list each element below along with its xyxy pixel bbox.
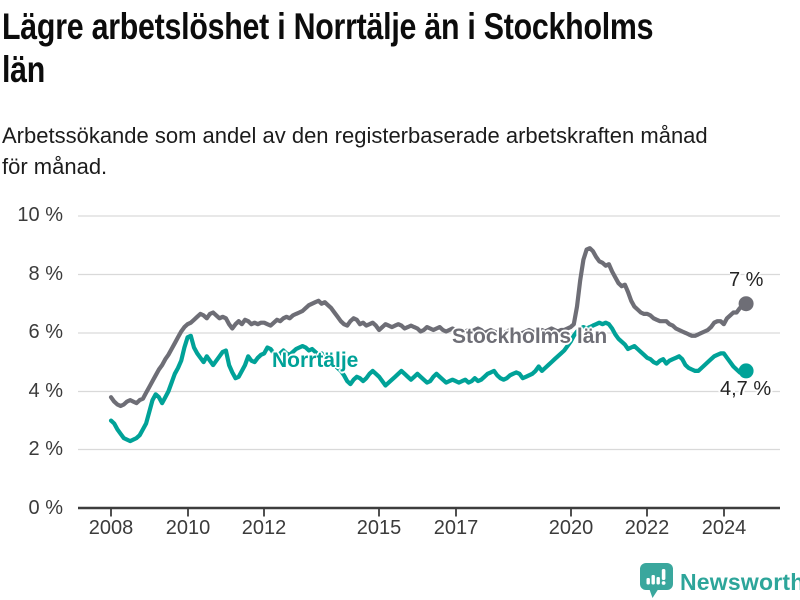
x-axis-label-2017: 2017: [433, 517, 479, 539]
gridlines: [78, 215, 780, 451]
stockholm-series-label: Stockholms län: [452, 325, 608, 348]
x-axis-label-2022: 2022: [624, 517, 670, 539]
x-axis-label-2015: 2015: [356, 517, 402, 539]
chart-subtitle-line2: för månad.: [2, 154, 108, 179]
norrtalje-line: [108, 320, 749, 444]
y-axis-label-4: 4 %: [28, 380, 63, 402]
newsworthy-logo: Newsworthy: [640, 563, 800, 598]
y-axis-label-8: 8 %: [28, 263, 63, 285]
norrtalje-series-label: Norrtälje: [272, 349, 359, 372]
y-axis-label-0: 0 %: [28, 497, 63, 519]
y-axis-label-6: 6 %: [28, 321, 63, 343]
stockholm-end-value-label: 7 %: [729, 269, 764, 291]
norrtalje-end-value-label: 4,7 %: [720, 378, 772, 400]
x-axis-label-2010: 2010: [165, 517, 211, 539]
x-axis-label-2012: 2012: [241, 517, 287, 539]
page-title-line2: län: [2, 49, 46, 90]
chart-subtitle-line1: Arbetssökande som andel av den registerb…: [2, 123, 708, 148]
page-title: Lägre arbetslöshet i Norrtälje än i Stoc…: [2, 5, 654, 91]
newsworthy-wordmark: Newsworthy: [680, 569, 800, 595]
stockholm-end-dot: [738, 296, 754, 312]
x-axis-label-2008: 2008: [88, 517, 134, 539]
y-axis-label-2: 2 %: [28, 438, 63, 460]
y-axis-label-10: 10 %: [17, 204, 63, 226]
chart-subtitle: Arbetssökande som andel av den registerb…: [2, 120, 708, 182]
norrtalje-end-dot: [738, 363, 754, 379]
x-axis-label-2020: 2020: [548, 517, 594, 539]
stockholm-line: [108, 246, 749, 409]
bar-chart-speech-bubble-icon: [640, 563, 673, 598]
x-axis-label-2024: 2024: [701, 517, 747, 539]
page-title-line1: Lägre arbetslöshet i Norrtälje än i Stoc…: [2, 6, 654, 47]
x-axis: [78, 506, 780, 517]
